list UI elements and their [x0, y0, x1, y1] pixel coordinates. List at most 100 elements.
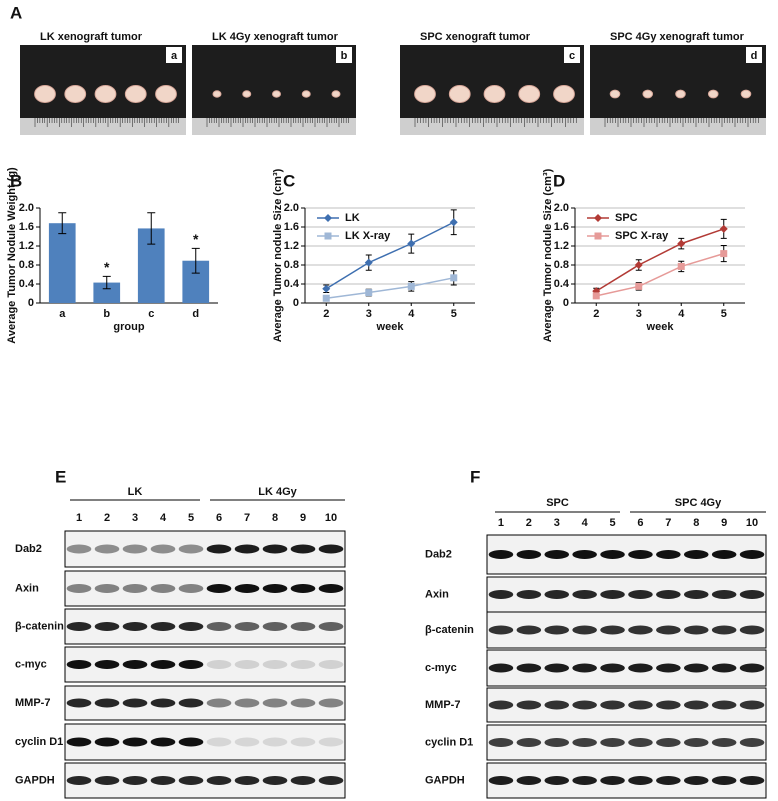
band [739, 590, 765, 599]
y-axis-label: Average Tumor nodule Size (cm³) [542, 168, 554, 342]
band [544, 625, 570, 635]
band [488, 625, 514, 635]
marker [719, 224, 728, 233]
band [122, 660, 148, 669]
band [600, 776, 625, 785]
band [683, 590, 709, 599]
band [544, 700, 570, 710]
band [178, 622, 204, 631]
band [290, 622, 316, 631]
band [66, 584, 92, 593]
panel-label: D [553, 171, 565, 190]
tumor [414, 85, 436, 103]
marker [720, 250, 728, 258]
tumor [212, 90, 222, 98]
y-tick-label: 0.4 [284, 278, 300, 290]
marker [594, 232, 602, 240]
band [94, 776, 120, 785]
band [150, 544, 176, 554]
lane-number: 7 [665, 517, 671, 529]
band [234, 698, 260, 708]
band [656, 700, 681, 710]
band [600, 700, 625, 710]
lane-number: 4 [160, 512, 167, 524]
band [488, 700, 514, 710]
y-tick-label: 0.8 [554, 259, 569, 271]
photo-letter-box [336, 47, 352, 63]
band [683, 550, 709, 559]
band [94, 622, 120, 631]
band [262, 776, 288, 785]
band [206, 660, 232, 669]
x-tick-label: a [59, 308, 66, 320]
photo-title: LK xenograft tumor [40, 31, 143, 43]
y-axis-label: Average Tumor Nodule Weight (g) [6, 167, 18, 344]
band [66, 776, 92, 785]
band [206, 737, 232, 747]
band [234, 622, 260, 631]
y-tick-label: 0.8 [19, 259, 34, 271]
band [683, 663, 709, 673]
legend-label: LK [345, 212, 360, 224]
band [66, 737, 92, 747]
band [262, 544, 288, 554]
ruler [400, 118, 584, 135]
bar [48, 223, 76, 303]
x-tick-label: 4 [408, 308, 415, 320]
band [318, 660, 344, 669]
tumor [94, 85, 117, 103]
band [150, 737, 176, 747]
tumor [707, 89, 719, 99]
band [572, 550, 597, 559]
band [683, 700, 709, 710]
series-line [595, 228, 724, 292]
y-tick-label: 1.6 [554, 221, 569, 233]
row-label: GAPDH [425, 774, 465, 786]
row-label: GAPDH [15, 774, 55, 786]
band [572, 776, 597, 785]
band [683, 776, 709, 785]
band [739, 550, 765, 559]
panel-label: B [10, 171, 22, 190]
band [206, 776, 232, 785]
band [516, 663, 542, 673]
band [290, 544, 316, 554]
band [262, 584, 288, 593]
lane-number: 6 [637, 517, 643, 529]
row-label: cyclin D1 [15, 736, 63, 748]
tumor [242, 90, 252, 98]
marker [322, 284, 331, 293]
band [572, 625, 597, 635]
band [600, 625, 625, 635]
marker [407, 282, 415, 290]
photo-letter-box [564, 47, 580, 63]
band [262, 737, 288, 747]
x-tick-label: 2 [323, 308, 329, 320]
band [262, 622, 288, 631]
band [544, 776, 570, 785]
lane-number: 8 [693, 517, 699, 529]
y-tick-label: 1.6 [19, 221, 34, 233]
band [516, 625, 542, 635]
band [628, 738, 653, 747]
tumor [272, 90, 281, 98]
band [656, 590, 681, 599]
band [544, 590, 570, 599]
band [628, 700, 653, 710]
x-tick-label: c [148, 308, 154, 320]
tumor [553, 85, 575, 103]
band [122, 622, 148, 631]
marker [635, 282, 643, 290]
band [206, 622, 232, 631]
band [739, 663, 765, 673]
lane-number: 2 [526, 517, 532, 529]
bar [93, 282, 121, 303]
marker [592, 292, 600, 300]
band [711, 738, 737, 747]
band [739, 625, 765, 635]
marker [594, 214, 602, 222]
x-tick-label: 3 [636, 308, 642, 320]
x-tick-label: 2 [593, 308, 599, 320]
tumor [483, 85, 506, 103]
